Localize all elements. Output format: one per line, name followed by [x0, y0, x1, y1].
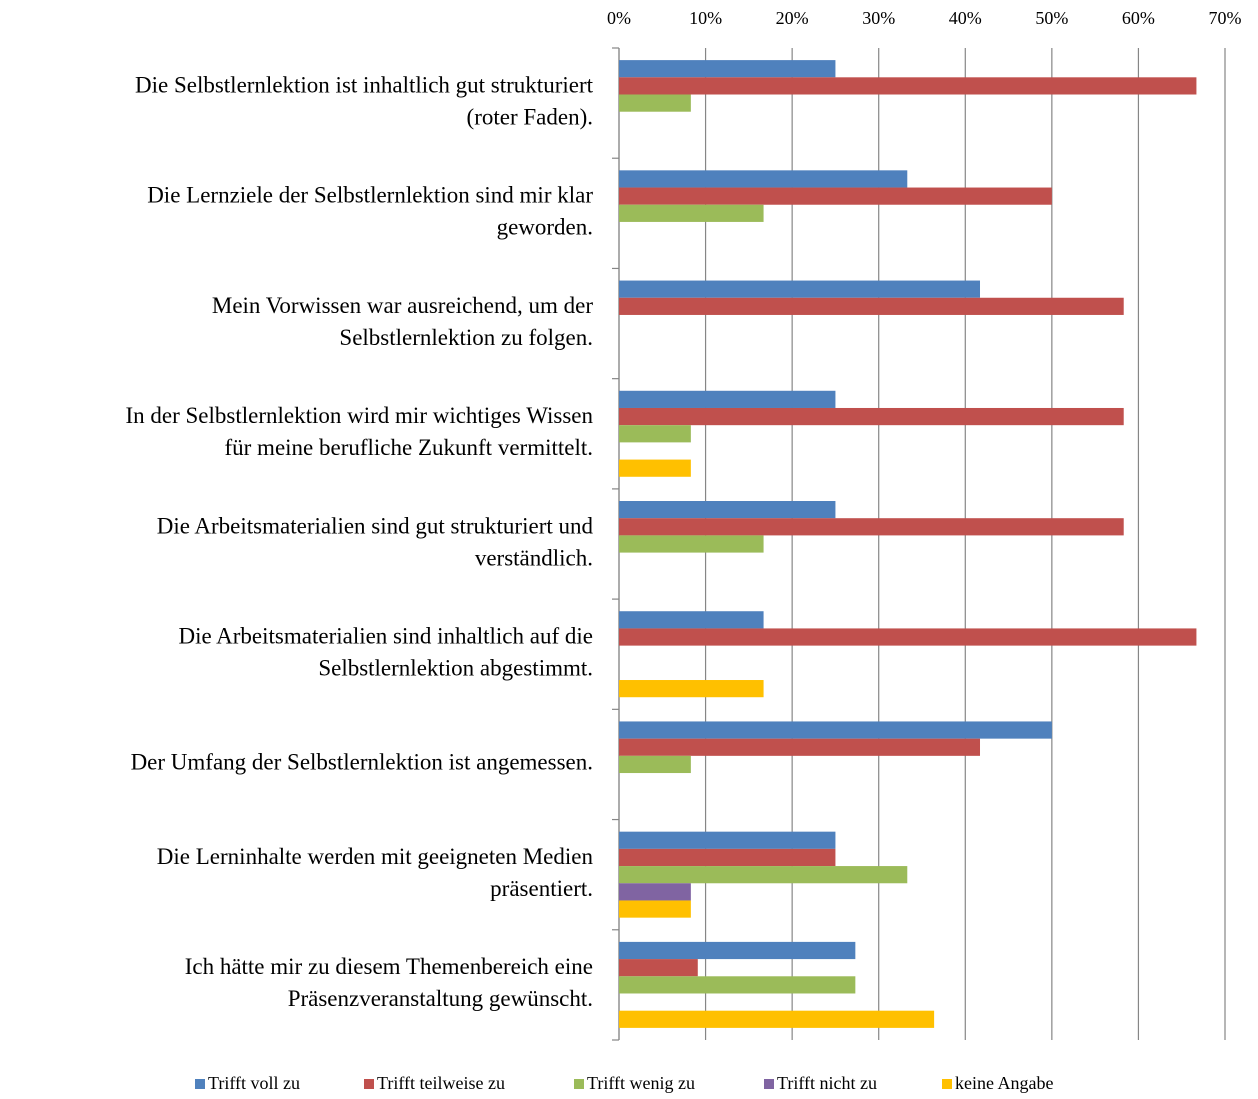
category-label: Mein Vorwissen war ausreichend, um der: [212, 293, 593, 318]
bar: [619, 959, 698, 977]
category-label: geworden.: [497, 215, 593, 240]
x-tick-label: 10%: [689, 8, 722, 28]
bar: [619, 390, 836, 408]
bar: [619, 1010, 935, 1028]
category-label: verständlich.: [475, 545, 593, 570]
bar: [619, 738, 981, 756]
category-label: Die Arbeitsmaterialien sind inhaltlich a…: [178, 624, 593, 649]
bar: [619, 187, 1052, 205]
legend-label: Trifft voll zu: [208, 1073, 300, 1093]
legend-swatch: [574, 1079, 584, 1089]
x-tick-label: 20%: [776, 8, 809, 28]
legend-swatch: [195, 1079, 205, 1089]
category-label: In der Selbstlernlektion wird mir wichti…: [125, 403, 593, 428]
bar: [619, 77, 1197, 95]
legend-swatch: [942, 1079, 952, 1089]
category-label: Ich hätte mir zu diesem Themenbereich ei…: [185, 954, 593, 979]
bar: [619, 170, 908, 188]
bar: [619, 611, 764, 629]
bar: [619, 721, 1052, 739]
bar: [619, 831, 836, 849]
bar: [619, 755, 691, 774]
bar: [619, 280, 981, 298]
category-label: präsentiert.: [490, 876, 593, 901]
x-tick-label: 60%: [1122, 8, 1155, 28]
category-label: (roter Faden).: [467, 104, 593, 129]
category-label: Der Umfang der Selbstlernlektion ist ang…: [131, 750, 593, 775]
bar: [619, 883, 691, 901]
legend-label: Trifft teilweise zu: [377, 1073, 505, 1093]
bar: [619, 976, 856, 994]
legend-swatch: [364, 1079, 374, 1089]
bar: [619, 407, 1124, 426]
bar: [619, 94, 691, 112]
bar: [619, 941, 856, 960]
bar: [619, 535, 764, 553]
bar: [619, 425, 691, 443]
bar: [619, 866, 908, 884]
legend-label: Trifft nicht zu: [777, 1073, 877, 1093]
bar: [619, 459, 691, 477]
x-tick-label: 70%: [1209, 8, 1242, 28]
category-label: Die Arbeitsmaterialien sind gut struktur…: [157, 513, 594, 538]
category-label: Selbstlernlektion abgestimmt.: [318, 656, 593, 681]
legend-swatch: [764, 1079, 774, 1089]
category-label: Selbstlernlektion zu folgen.: [339, 325, 593, 350]
category-label: Die Lernziele der Selbstlernlektion sind…: [147, 183, 593, 208]
category-label: für meine berufliche Zukunft vermittelt.: [224, 435, 593, 460]
bar: [619, 501, 836, 519]
x-tick-label: 50%: [1035, 8, 1068, 28]
category-label: Die Lerninhalte werden mit geeigneten Me…: [157, 844, 594, 869]
bar: [619, 680, 764, 698]
bar: [619, 848, 836, 867]
category-label: Die Selbstlernlektion ist inhaltlich gut…: [135, 72, 594, 97]
legend-label: Trifft wenig zu: [587, 1073, 695, 1093]
x-tick-label: 40%: [949, 8, 982, 28]
bar: [619, 297, 1124, 315]
bar: [619, 518, 1124, 536]
legend-label: keine Angabe: [955, 1073, 1053, 1093]
bar: [619, 628, 1197, 646]
bar: [619, 204, 764, 222]
x-tick-label: 30%: [862, 8, 895, 28]
x-tick-label: 0%: [607, 8, 631, 28]
category-label: Präsenzveranstaltung gewünscht.: [288, 986, 593, 1011]
bar: [619, 60, 836, 78]
bar: [619, 900, 691, 918]
